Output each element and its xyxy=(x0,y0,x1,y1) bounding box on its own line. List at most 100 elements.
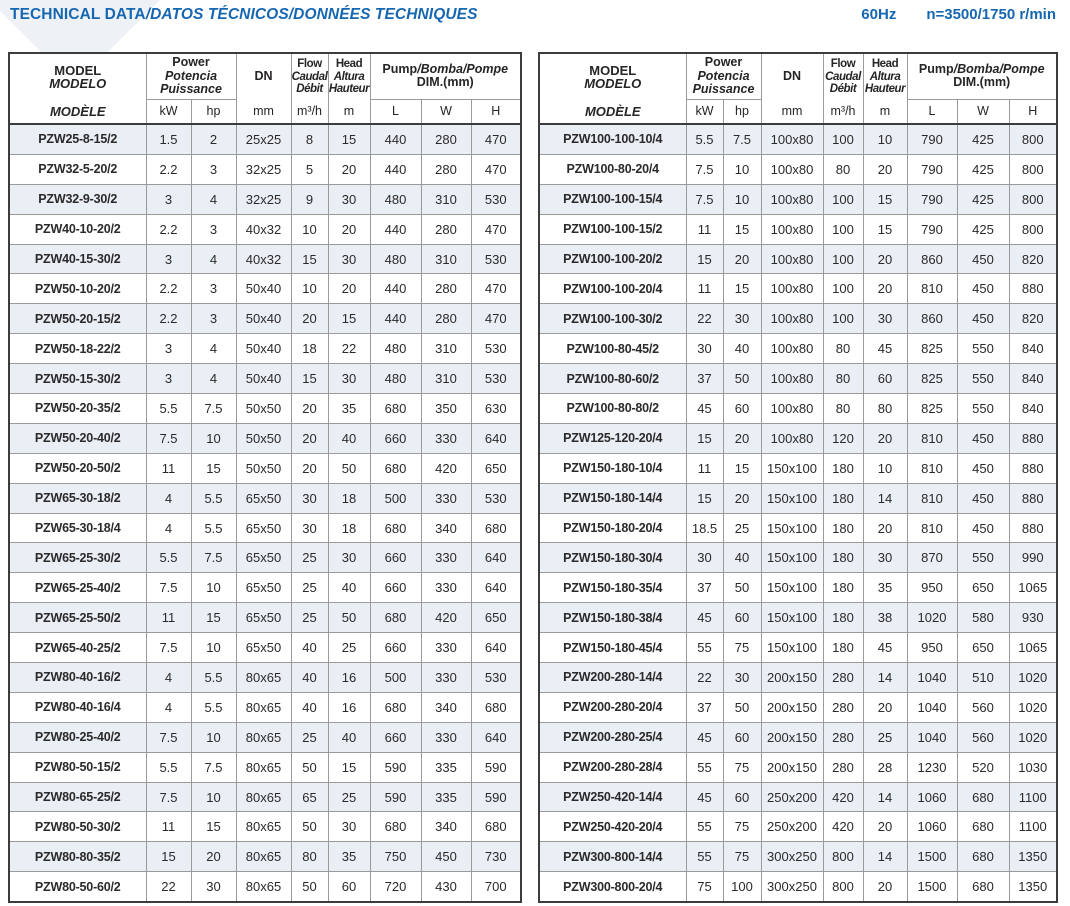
value-cell: 180 xyxy=(822,572,864,604)
value-cell: 18 xyxy=(290,333,329,365)
value-cell: 3 xyxy=(145,363,192,395)
model-cell: PZW80-65-25/2 xyxy=(8,781,147,813)
value-cell: 55 xyxy=(685,841,724,873)
value-cell: 340 xyxy=(420,512,472,544)
value-cell: 55 xyxy=(685,632,724,664)
value-cell: 840 xyxy=(1008,333,1058,365)
model-cell: PZW80-80-35/2 xyxy=(8,841,147,873)
table-row: PZW80-25-40/2 7.5 10 80x65 25 40 660 330 640 xyxy=(8,721,522,753)
value-cell: 100 xyxy=(822,273,864,305)
value-cell: 30 xyxy=(862,542,908,574)
model-cell: PZW200-280-14/4 xyxy=(538,662,687,693)
value-cell: 750 xyxy=(369,841,422,873)
value-cell: 425 xyxy=(956,183,1010,215)
value-cell: 80x65 xyxy=(235,751,292,783)
value-cell: 1500 xyxy=(906,841,958,873)
value-cell: 50x40 xyxy=(235,273,292,305)
value-cell: 65x50 xyxy=(235,482,292,514)
spec-block: 60Hz n=3500/1750 r/min xyxy=(861,6,1056,23)
model-cell: PZW32-9-30/2 xyxy=(8,183,147,215)
value-cell: 1350 xyxy=(1008,871,1058,903)
value-cell: 930 xyxy=(1008,602,1058,634)
value-cell: 35 xyxy=(327,841,371,873)
value-cell: 20 xyxy=(290,422,329,454)
col-header-pump-dim: Pump/Bomba/Pompe DIM.(mm) xyxy=(906,52,1058,100)
value-cell: 1060 xyxy=(906,781,958,813)
table-row: PZW25-8-15/2 1.5 2 25x25 8 15 440 280 470 xyxy=(8,122,522,155)
value-cell: 100x80 xyxy=(760,393,824,424)
value-cell: 310 xyxy=(420,243,472,275)
value-cell: 100x80 xyxy=(760,243,824,275)
value-cell: 530 xyxy=(470,333,522,365)
value-cell: 10 xyxy=(190,781,237,813)
value-cell: 510 xyxy=(956,662,1010,693)
value-cell: 9 xyxy=(290,183,329,215)
value-cell: 7.5 xyxy=(685,153,724,185)
table-row: PZW80-80-35/2 15 20 80x65 80 35 750 450 730 xyxy=(8,841,522,873)
table-row: PZW50-10-20/2 2.2 3 50x40 10 20 440 280 470 xyxy=(8,273,522,305)
value-cell: 650 xyxy=(470,452,522,484)
value-cell: 3 xyxy=(145,333,192,365)
value-cell: 1.5 xyxy=(145,122,192,155)
value-cell: 55 xyxy=(685,751,724,783)
value-cell: 1060 xyxy=(906,811,958,843)
table-row: PZW100-100-15/2 11 15 100x80 100 15 790 425 800 xyxy=(538,213,1058,245)
value-cell: 800 xyxy=(822,871,864,903)
value-cell: 45 xyxy=(685,781,724,813)
value-cell: 1065 xyxy=(1008,632,1058,664)
table-row: PZW65-25-30/2 5.5 7.5 65x50 25 30 660 330 640 xyxy=(8,542,522,574)
model-cell: PZW80-50-30/2 xyxy=(8,811,147,843)
head-header-en: Head xyxy=(871,58,899,71)
value-cell: 330 xyxy=(420,422,472,454)
value-cell: 65x50 xyxy=(235,512,292,544)
value-cell: 530 xyxy=(470,482,522,514)
value-cell: 45 xyxy=(685,602,724,634)
model-cell: PZW150-180-35/4 xyxy=(538,572,687,604)
model-header-en: MODEL xyxy=(589,62,637,78)
unit-hp: hp xyxy=(190,98,237,125)
model-cell: PZW250-420-20/4 xyxy=(538,811,687,843)
pump-spec-table-left: MODEL MODELO MODÈLE Power Potencia Puiss… xyxy=(8,52,523,904)
page-title: TECHNICAL DATA/DATOS TÉCNICOS/DONNÉES TE… xyxy=(10,6,478,24)
model-cell: PZW150-180-30/4 xyxy=(538,542,687,574)
value-cell: 100x80 xyxy=(760,122,824,155)
table-row: PZW50-15-30/2 3 4 50x40 15 30 480 310 530 xyxy=(8,363,522,395)
table-row: PZW50-20-40/2 7.5 10 50x50 20 40 660 330 640 xyxy=(8,422,522,454)
value-cell: 15 xyxy=(685,243,724,275)
value-cell: 100 xyxy=(822,243,864,275)
value-cell: 100x80 xyxy=(760,363,824,395)
model-cell: PZW40-15-30/2 xyxy=(8,243,147,275)
value-cell: 2.2 xyxy=(145,153,192,185)
value-cell: 340 xyxy=(420,811,472,843)
model-cell: PZW80-40-16/4 xyxy=(8,691,147,723)
value-cell: 100x80 xyxy=(760,213,824,245)
value-cell: 3 xyxy=(190,303,237,335)
value-cell: 4 xyxy=(145,482,192,514)
value-cell: 450 xyxy=(956,273,1010,305)
col-header-flow: Flow Caudal Débit m³/h xyxy=(822,52,864,125)
value-cell: 40x32 xyxy=(235,213,292,245)
model-cell: PZW65-25-30/2 xyxy=(8,542,147,574)
value-cell: 590 xyxy=(470,751,522,783)
value-cell: 2.2 xyxy=(145,303,192,335)
value-cell: 40 xyxy=(290,662,329,693)
value-cell: 950 xyxy=(906,572,958,604)
value-cell: 20 xyxy=(862,243,908,275)
table-row: PZW250-420-14/4 45 60 250x200 420 14 1060 680 11… xyxy=(538,781,1058,813)
value-cell: 40x32 xyxy=(235,243,292,275)
model-cell: PZW150-180-10/4 xyxy=(538,452,687,484)
value-cell: 4 xyxy=(190,183,237,215)
value-cell: 280 xyxy=(822,751,864,783)
model-cell: PZW300-800-20/4 xyxy=(538,871,687,903)
value-cell: 150x100 xyxy=(760,452,824,484)
value-cell: 425 xyxy=(956,153,1010,185)
value-cell: 20 xyxy=(862,273,908,305)
value-cell: 18.5 xyxy=(685,512,724,544)
value-cell: 10 xyxy=(190,422,237,454)
model-cell: PZW100-80-60/2 xyxy=(538,363,687,395)
table-row: PZW200-280-20/4 37 50 200x150 280 20 1040 560 10… xyxy=(538,691,1058,723)
value-cell: 330 xyxy=(420,632,472,664)
pump-header-translations: /Bomba/Pompe xyxy=(417,61,509,76)
value-cell: 990 xyxy=(1008,542,1058,574)
unit-l: L xyxy=(369,98,422,125)
